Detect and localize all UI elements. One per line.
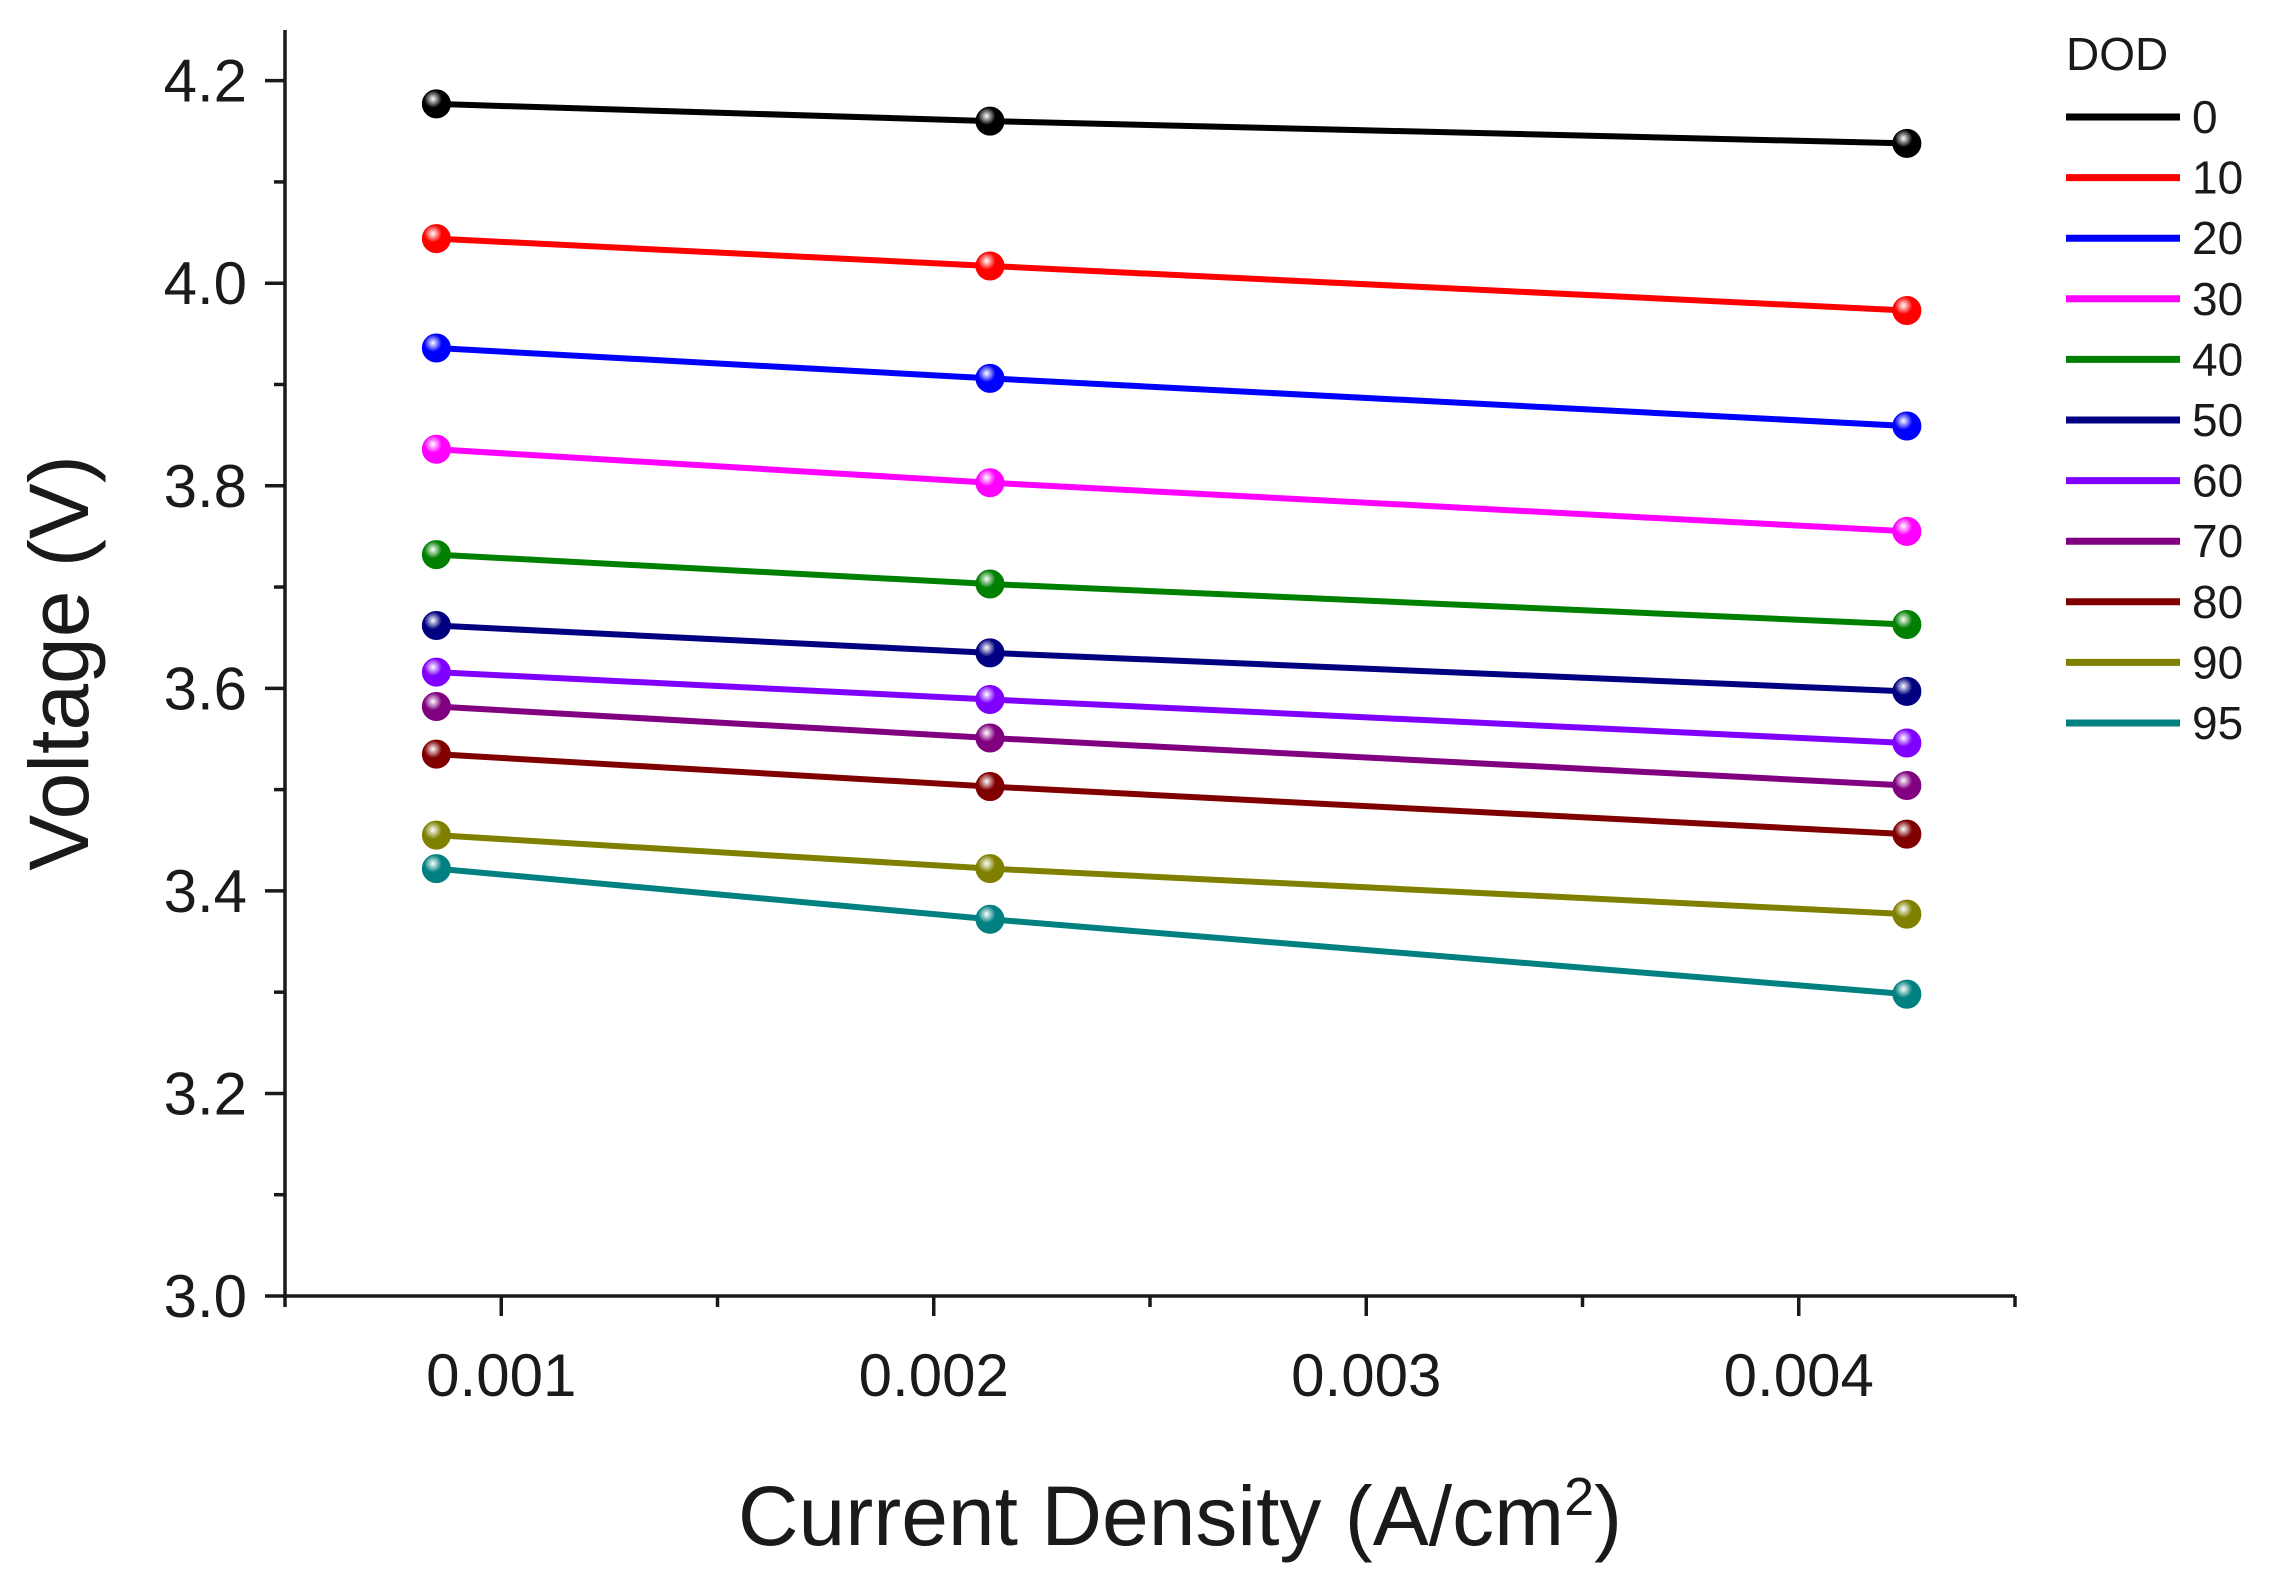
y-axis-ticks: 3.0 3.2 3.4 3.6 3.8 4.0 4.2 [164,48,285,1330]
data-point [975,684,1005,714]
data-point [1892,979,1922,1009]
data-point [421,820,451,850]
data-point [1892,819,1922,849]
legend-item: 0 [2066,91,2218,143]
data-point [1892,516,1922,546]
data-point [421,434,451,464]
series-line [436,703,1908,789]
data-point [975,854,1005,884]
x-axis-title-main: Current Density (A/cm [738,1469,1564,1563]
y-tick-label: 4.2 [164,48,247,115]
series-90 [421,820,1922,929]
x-axis-ticks: 0.001 0.002 0.003 0.004 [283,1296,2017,1409]
series-60 [421,657,1922,758]
plot-area [421,89,1922,1009]
x-axis-title-superscript: 2 [1564,1467,1594,1527]
data-point [421,540,451,570]
series-70 [421,692,1922,801]
series-line [436,865,1908,998]
data-point [421,854,451,884]
series-40 [421,540,1922,640]
legend-label: 90 [2192,636,2243,688]
legend-item: 10 [2066,152,2243,204]
x-tick-label: 0.001 [426,1342,576,1409]
data-point [421,657,451,687]
data-point [975,772,1005,802]
data-point [975,638,1005,668]
legend-item: 40 [2066,333,2243,385]
y-tick-label: 3.0 [164,1263,247,1330]
series-line [436,100,1907,147]
data-point [1892,411,1922,441]
legend-item: 95 [2066,697,2243,749]
series-10 [421,224,1922,326]
data-point [975,251,1005,281]
data-point [975,468,1005,498]
data-point [421,611,451,641]
series-0 [421,89,1922,158]
legend-item: 70 [2066,515,2243,567]
series-line [436,832,1908,918]
data-point [1892,128,1922,158]
data-point [975,723,1005,753]
legend-item: 30 [2066,273,2243,325]
legend-item: 90 [2066,636,2243,688]
series-line [436,751,1908,838]
legend-label: 40 [2192,333,2243,385]
legend-label: 80 [2192,576,2243,628]
data-point [1892,771,1922,801]
y-tick-label: 3.2 [164,1060,247,1127]
x-axis-title-suffix: ) [1594,1469,1622,1563]
data-point [1892,296,1922,326]
series-80 [421,739,1922,849]
data-point [421,224,451,254]
legend-label: 0 [2192,91,2218,143]
series-30 [421,434,1922,546]
y-axis-title: Voltage (V) [12,455,106,871]
legend-title: DOD [2066,28,2168,80]
data-point [421,333,451,363]
legend-item: 20 [2066,212,2243,264]
y-tick-label: 3.6 [164,655,247,722]
data-point [975,363,1005,393]
data-point [975,569,1005,599]
data-point [1892,728,1922,758]
legend-label: 10 [2192,152,2243,204]
series-line [436,446,1908,535]
y-tick-label: 3.4 [164,858,247,925]
legend-item: 60 [2066,455,2243,507]
data-point [421,89,451,119]
series-95 [421,854,1922,1009]
data-point [421,692,451,722]
y-tick-label: 3.8 [164,453,247,520]
legend-label: 50 [2192,394,2243,446]
axes [283,30,2015,1298]
series-50 [421,611,1922,706]
series-line [436,551,1908,628]
legend-label: 70 [2192,515,2243,567]
series-line [436,345,1908,430]
data-point [1892,676,1922,706]
data-point [1892,610,1922,640]
data-point [421,739,451,769]
data-point [1892,899,1922,929]
legend-label: 60 [2192,455,2243,507]
x-tick-label: 0.003 [1291,1342,1441,1409]
legend-item: 80 [2066,576,2243,628]
series-line [436,235,1908,314]
data-point [975,106,1005,136]
x-tick-label: 0.004 [1724,1342,1874,1409]
legend-label: 95 [2192,697,2243,749]
y-tick-label: 4.0 [164,250,247,317]
x-tick-label: 0.002 [859,1342,1009,1409]
legend-label: 30 [2192,273,2243,325]
data-point [975,904,1005,934]
legend-item: 50 [2066,394,2243,446]
legend-label: 20 [2192,212,2243,264]
legend: DOD 0 10 20 30 40 50 60 70 80 90 95 [2066,28,2243,749]
x-axis-title: Current Density (A/cm2) [738,1467,1622,1563]
series-20 [421,333,1922,441]
